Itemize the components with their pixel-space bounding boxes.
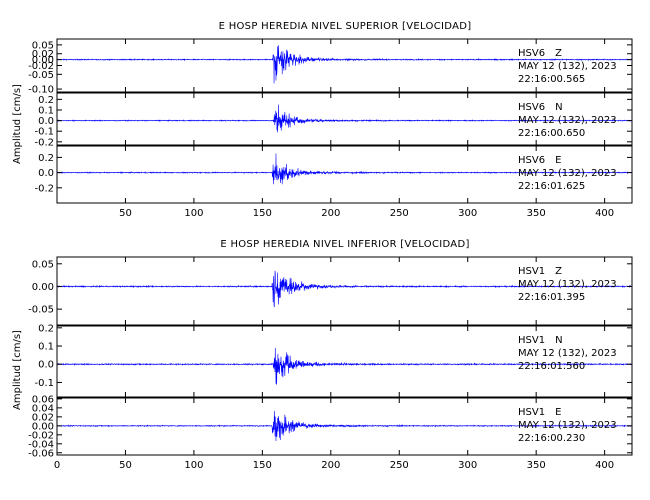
y-tick-label: -0.1: [34, 378, 54, 389]
record-date-label: MAY 12 (132), 2023: [518, 115, 617, 126]
trace-strip: 0.050.020.00-0.02-0.05 -0.10 HSV6 Z MAY 12 …: [28, 38, 633, 96]
strip-frame: [56, 92, 633, 146]
x-tick-label: 250: [390, 460, 409, 471]
x-tick-label: 350: [527, 460, 546, 471]
x-tick-label: 150: [253, 208, 272, 219]
strip-frame: [56, 397, 633, 456]
x-tick-label: 400: [595, 208, 614, 219]
trace-strip: 0.2 0.1 0.0 -0.1 HSV1 N MAY 12 (132), 2023 22:…: [34, 323, 633, 398]
record-time-label: 22:16:00.565: [518, 74, 585, 85]
y-tick-label: 0.1: [38, 342, 54, 353]
y-tick-label: 0.02: [32, 412, 54, 423]
station-component-label: HSV1 Z: [518, 266, 562, 277]
x-tick-label: 100: [184, 208, 203, 219]
station-component-label: HSV6 N: [518, 102, 563, 113]
y-tick-label: 0.04: [32, 403, 54, 414]
y-tick-label: -0.04: [28, 439, 54, 450]
strip-frame: [56, 256, 633, 326]
y-tick-label: 0.0: [38, 360, 54, 371]
x-tick-label: 50: [119, 460, 132, 471]
y-tick-label: -0.10: [28, 85, 54, 96]
y-tick-label: -0.2: [34, 137, 54, 148]
y-tick-label: 0.2: [38, 153, 54, 164]
y-tick-label: 0.0: [38, 168, 54, 179]
upper-level-y-axis-label: Amplitud [cm/s]: [12, 84, 23, 164]
x-tick-label: 200: [321, 208, 340, 219]
waveform-trace: [56, 270, 633, 308]
y-tick-label: 0.0: [38, 116, 54, 127]
record-time-label: 22:16:00.650: [518, 128, 585, 139]
y-tick-label: 0.06: [32, 394, 54, 405]
y-tick-label: -0.2: [34, 183, 54, 194]
waveform-trace: [56, 153, 633, 185]
y-tick-label: 0.05: [32, 259, 54, 270]
record-date-label: MAY 12 (132), 2023: [518, 348, 617, 359]
record-time-label: 22:16:01.625: [518, 181, 585, 192]
y-tick-label: -0.02: [28, 430, 54, 441]
x-tick-label: 350: [527, 208, 546, 219]
record-date-label: MAY 12 (132), 2023: [518, 420, 617, 431]
waveform-trace: [56, 45, 633, 84]
trace-strip: 0.20.10.0-0.1-0.2 HSV6 N MAY 12 (132), 202…: [34, 92, 633, 148]
record-date-label: MAY 12 (132), 2023: [518, 279, 617, 290]
trace-strip: 0.05 0.00 -0.05 HSV1 Z MAY 12 (132), 2023 22:…: [28, 256, 633, 326]
x-tick-label: 150: [253, 460, 272, 471]
record-time-label: 22:16:00.230: [518, 433, 585, 444]
y-tick-label: -0.05: [28, 70, 54, 81]
strip-frame: [56, 145, 633, 204]
y-tick-label: 0.02: [32, 49, 54, 60]
lower-level-y-axis-label: Amplitud [cm/s]: [12, 330, 23, 410]
station-component-label: HSV1 N: [518, 335, 563, 346]
record-time-label: 22:16:01.395: [518, 292, 585, 303]
x-tick-label: 0: [54, 460, 60, 471]
upper-level-panel: E HOSP HEREDIA NIVEL SUPERIOR [VELOCIDAD…: [12, 21, 633, 219]
trace-strip: 0.060.040.020.00-0.02-0.04-0.06 HSV1 E MAY…: [28, 394, 633, 459]
x-tick-label: 250: [390, 208, 409, 219]
y-tick-label: -0.02: [28, 61, 54, 72]
upper-level-title: E HOSP HEREDIA NIVEL SUPERIOR [VELOCIDAD…: [219, 21, 472, 32]
y-tick-label: -0.06: [28, 448, 54, 459]
waveform-trace: [56, 347, 633, 385]
x-tick-label: 200: [321, 460, 340, 471]
y-tick-label: -0.1: [34, 127, 54, 138]
record-time-label: 22:16:01.560: [518, 361, 585, 372]
y-tick-label: -0.05: [28, 305, 54, 316]
x-tick-label: 50: [119, 208, 132, 219]
x-tick-label: 300: [458, 208, 477, 219]
x-tick-label: 300: [458, 460, 477, 471]
lower-level-panel: E HOSP HEREDIA NIVEL INFERIOR [VELOCIDAD…: [12, 239, 633, 471]
station-component-label: HSV6 E: [518, 155, 561, 166]
x-tick-label: 400: [595, 460, 614, 471]
trace-strip: 0.2 0.0 -0.2 HSV6 E MAY 12 (132), 2023 22:16:…: [34, 145, 633, 204]
lower-level-title: E HOSP HEREDIA NIVEL INFERIOR [VELOCIDAD…: [220, 239, 469, 250]
y-tick-label: 0.00: [32, 421, 54, 432]
x-tick-label: 100: [184, 460, 203, 471]
strip-frame: [56, 325, 633, 398]
waveform-trace: [56, 410, 633, 441]
waveform-trace: [56, 104, 633, 133]
y-tick-label: 0.05: [32, 40, 54, 51]
y-tick-label: 0.2: [38, 323, 54, 334]
y-tick-label: 0.00: [32, 282, 54, 293]
y-tick-label: 0.00: [32, 55, 54, 66]
station-component-label: HSV1 E: [518, 407, 561, 418]
record-date-label: MAY 12 (132), 2023: [518, 61, 617, 72]
y-tick-label: 0.2: [38, 95, 54, 106]
y-tick-label: 0.1: [38, 105, 54, 116]
record-date-label: MAY 12 (132), 2023: [518, 168, 617, 179]
station-component-label: HSV6 Z: [518, 48, 562, 59]
